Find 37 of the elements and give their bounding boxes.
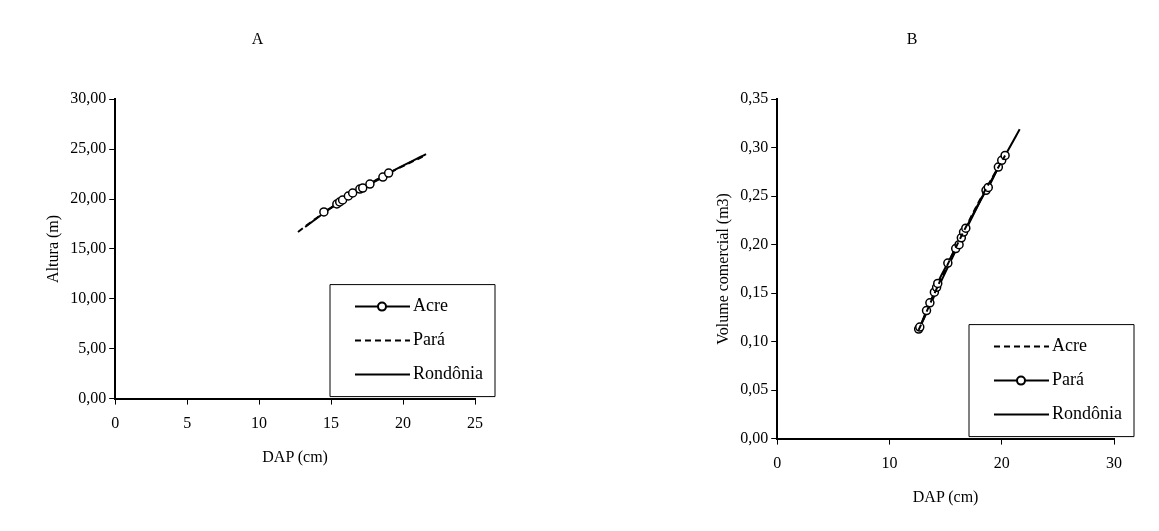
x-tick-label: 25	[467, 414, 483, 432]
legend-label: Pará	[1052, 369, 1084, 390]
x-tick-label: 5	[183, 414, 192, 432]
legend-label: Rondônia	[1052, 403, 1123, 424]
y-tick-label: 5,00	[78, 338, 107, 356]
y-tick-label: 0,05	[740, 380, 769, 398]
legend-label: Acre	[413, 295, 448, 316]
x-tick-label: 20	[395, 414, 412, 432]
chart-title: A	[251, 29, 264, 47]
y-tick-label: 20,00	[70, 189, 107, 207]
y-tick-label: 0,00	[78, 388, 107, 406]
y-tick-label: 10,00	[70, 289, 107, 306]
y-tick-label: 0,35	[740, 89, 769, 107]
legend-label: Rondônia	[413, 363, 484, 384]
chart-title: B	[906, 29, 918, 47]
x-tick-label: 15	[323, 414, 340, 432]
y-axis-title: Altura (m)	[43, 214, 62, 283]
x-axis-title: DAP (cm)	[912, 487, 979, 506]
y-tick-label: 25,00	[70, 139, 107, 157]
x-tick-label: 30	[1106, 454, 1122, 472]
legend-label: Acre	[1052, 335, 1087, 356]
y-tick-label: 15,00	[70, 239, 107, 257]
y-tick-label: 30,00	[70, 89, 107, 107]
y-tick-label: 0,30	[740, 137, 769, 155]
legend-label: Pará	[413, 329, 445, 350]
y-tick-label: 0,25	[740, 186, 769, 204]
y-tick-label: 0,15	[740, 283, 769, 301]
x-axis-title: DAP (cm)	[262, 447, 328, 466]
y-axis-title: Volume comercial (m3)	[713, 193, 732, 345]
x-tick-label: 10	[251, 414, 268, 432]
x-tick-label: 20	[993, 454, 1010, 472]
x-tick-label: 10	[881, 454, 898, 472]
y-tick-label: 0,10	[740, 331, 769, 349]
y-tick-label: 0,00	[740, 428, 769, 446]
x-tick-label: 0	[773, 454, 782, 472]
x-tick-label: 0	[111, 414, 120, 432]
y-tick-label: 0,20	[740, 234, 769, 252]
